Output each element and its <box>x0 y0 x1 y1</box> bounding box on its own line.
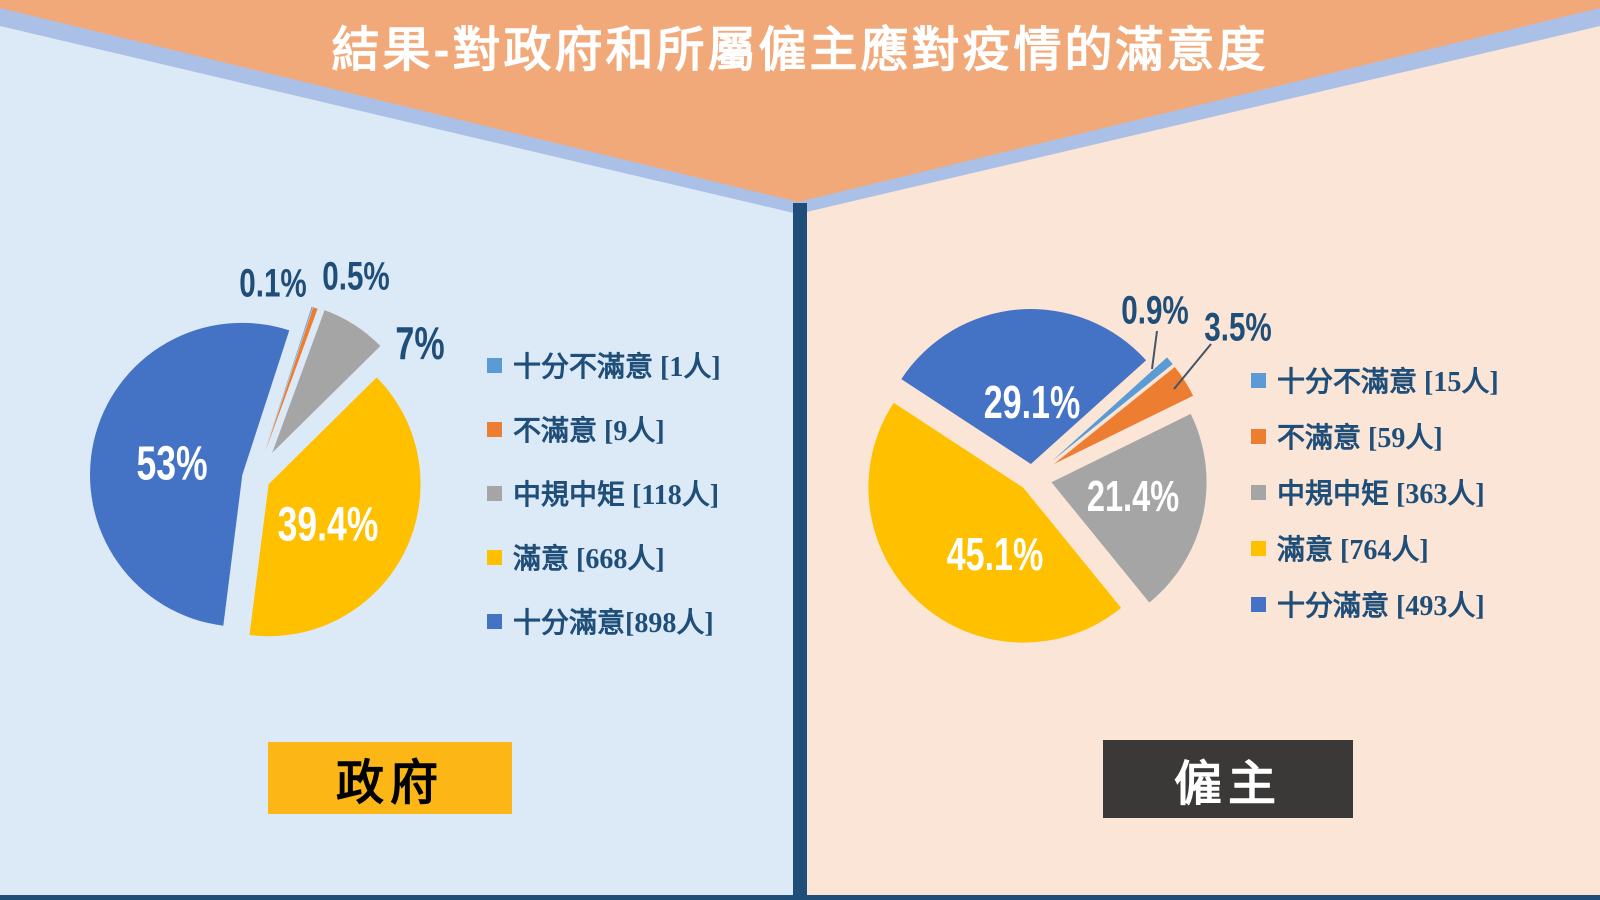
center-divider <box>793 203 807 900</box>
legend-item: 不滿意 [59人] <box>1251 418 1499 454</box>
employer-pie-slice-3 <box>868 402 1122 643</box>
legend-swatch-icon <box>487 421 502 437</box>
legend-item: 中規中矩 [118人] <box>487 475 721 511</box>
legend-item-label: 中規中矩 [118人] <box>513 480 720 511</box>
bottom-edge-bar <box>0 895 1600 900</box>
legend-item-label: 中規中矩 [363人] <box>1277 479 1485 510</box>
government-pie-slice-1 <box>265 307 318 452</box>
government-pie-slice-3 <box>249 377 421 637</box>
legend-item: 十分不滿意 [1人] <box>487 347 721 383</box>
legend-item: 滿意 [668人] <box>487 539 721 575</box>
legend-item: 不滿意 [9人] <box>487 411 721 447</box>
government-pie-slice-2 <box>272 310 381 453</box>
pie-charts-layer <box>90 306 1212 643</box>
legend-swatch-icon <box>487 549 502 565</box>
legend-item: 滿意 [764人] <box>1251 530 1499 566</box>
legend-swatch-icon <box>1251 540 1266 556</box>
legend-swatch-icon <box>1251 596 1266 612</box>
legend-swatch-icon <box>1251 428 1266 444</box>
employer-legend: 十分不滿意 [15人] 不滿意 [59人] 中規中矩 [363人] 滿意 [76… <box>1251 362 1499 642</box>
legend-item-label: 十分滿意 [493人] <box>1277 591 1485 622</box>
legend-swatch-icon <box>1251 372 1266 388</box>
legend-item-label: 滿意 [668人] <box>513 544 665 575</box>
legend-item-label: 不滿意 [9人] <box>513 416 665 447</box>
page-title: 結果-對政府和所屬僱主應對疫情的滿意度 <box>331 24 1269 77</box>
legend-item: 十分滿意[898人] <box>487 603 721 639</box>
legend-item-label: 滿意 [764人] <box>1277 535 1429 566</box>
legend-item: 十分不滿意 [15人] <box>1251 362 1499 398</box>
legend-swatch-icon <box>487 613 502 629</box>
legend-item: 十分滿意 [493人] <box>1251 586 1499 622</box>
employer-label-leader-line-0 <box>1151 330 1158 370</box>
government-legend: 十分不滿意 [1人] 不滿意 [9人] 中規中矩 [118人] 滿意 [668人… <box>487 347 721 667</box>
legend-item-label: 十分不滿意 [15人] <box>1277 367 1499 398</box>
government-label-box: 政府 <box>268 742 512 814</box>
legend-swatch-icon <box>487 485 502 501</box>
legend-item-label: 十分不滿意 [1人] <box>513 352 721 383</box>
legend-item-label: 十分滿意[898人] <box>513 608 714 639</box>
government-pie-slice-4 <box>90 322 290 626</box>
employer-label-box: 僱主 <box>1103 740 1353 818</box>
legend-item: 中規中矩 [363人] <box>1251 474 1499 510</box>
legend-swatch-icon <box>487 357 502 373</box>
employer-pie-slice-4 <box>901 309 1147 464</box>
employer-pie-slice-1 <box>1053 367 1194 464</box>
employer-label-leader-line-1 <box>1173 343 1212 390</box>
employer-pie-slice-2 <box>1051 413 1207 603</box>
legend-item-label: 不滿意 [59人] <box>1277 423 1443 454</box>
government-pie-slice-0 <box>264 306 313 452</box>
employer-pie-slice-0 <box>1051 357 1173 462</box>
title-banner <box>0 0 1600 202</box>
legend-swatch-icon <box>1251 484 1266 500</box>
